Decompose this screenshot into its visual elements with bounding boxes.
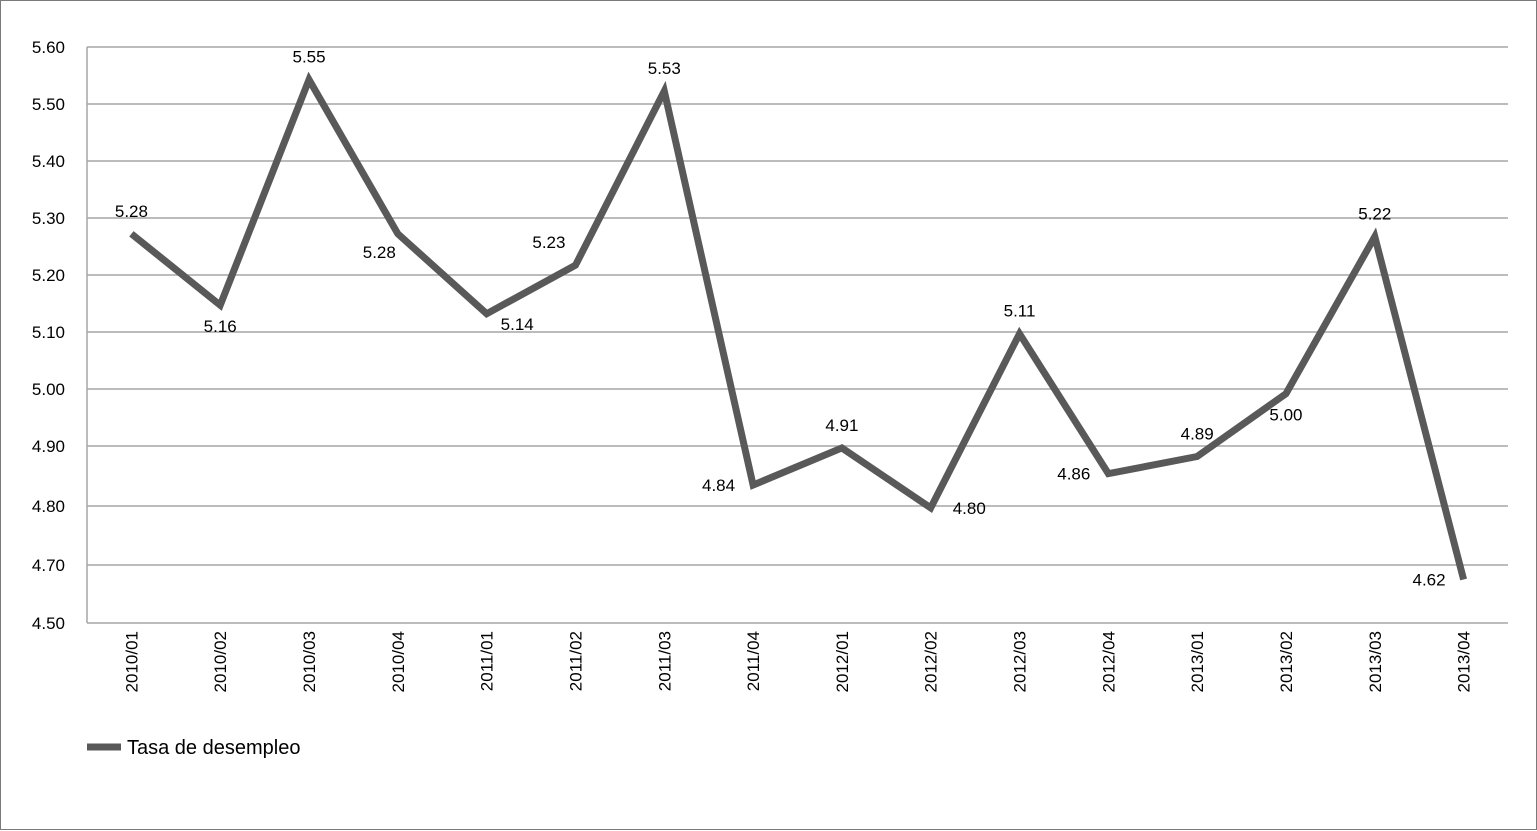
y-axis-ticks: 5.60 5.50 5.40 5.30 5.20 5.10 5.00 4.90 4.80 4.70…	[32, 38, 65, 633]
x-tick-label: 2013/02	[1277, 631, 1296, 692]
y-tick-label: 5.30	[32, 209, 65, 228]
x-tick-label: 2013/03	[1366, 631, 1385, 692]
x-tick-label: 2012/03	[1011, 631, 1030, 692]
y-tick-label: 5.00	[32, 380, 65, 399]
y-tick-label: 5.40	[32, 152, 65, 171]
series-layer	[131, 80, 1463, 580]
legend: Tasa de desempleo	[87, 737, 300, 759]
data-label: 5.28	[115, 202, 148, 221]
x-tick-label: 2013/04	[1455, 631, 1474, 692]
data-label: 5.11	[1004, 302, 1036, 321]
x-tick-label: 2010/04	[389, 631, 408, 692]
x-tick-label: 2013/01	[1188, 631, 1207, 692]
data-label: 5.55	[292, 48, 325, 67]
data-label: 5.14	[501, 315, 534, 334]
y-tick-label: 4.70	[32, 556, 65, 575]
y-tick-label: 5.50	[32, 95, 65, 114]
x-tick-label: 2010/01	[122, 631, 141, 692]
x-axis-ticks: 2010/01 2010/02 2010/03 2010/04 2011/01 2011/…	[122, 631, 1473, 692]
y-tick-label: 4.50	[32, 614, 65, 633]
data-labels: 5.28 5.16 5.55 5.28 5.14 5.23 5.53 4.84 4.91 4.80…	[115, 48, 1446, 590]
y-tick-label: 4.90	[32, 437, 65, 456]
data-label: 4.91	[825, 416, 858, 435]
series-line-tasa-de-desempleo	[131, 80, 1463, 580]
x-tick-label: 2011/02	[566, 631, 585, 691]
data-label: 4.62	[1413, 571, 1446, 590]
data-label: 5.16	[204, 317, 237, 336]
data-label: 4.89	[1181, 425, 1214, 444]
data-label: 4.84	[702, 476, 735, 495]
data-label: 5.00	[1269, 406, 1302, 425]
data-label: 5.23	[532, 233, 565, 252]
data-label: 5.22	[1358, 205, 1391, 224]
x-tick-label: 2010/03	[300, 631, 319, 692]
x-tick-label: 2012/02	[922, 631, 941, 692]
x-tick-label: 2011/04	[744, 631, 763, 691]
y-tick-label: 4.80	[32, 497, 65, 516]
x-tick-label: 2012/01	[833, 631, 852, 692]
x-tick-label: 2011/03	[655, 631, 674, 691]
data-label: 4.86	[1057, 465, 1090, 484]
gridlines	[87, 47, 1508, 623]
y-tick-label: 5.20	[32, 266, 65, 285]
data-label: 4.80	[953, 499, 986, 518]
x-tick-label: 2011/01	[478, 631, 497, 691]
legend-label: Tasa de desempleo	[127, 737, 300, 759]
x-tick-label: 2012/04	[1099, 631, 1118, 692]
data-label: 5.53	[648, 59, 681, 78]
x-tick-label: 2010/02	[211, 631, 230, 692]
y-tick-label: 5.60	[32, 38, 65, 57]
y-tick-label: 5.10	[32, 323, 65, 342]
data-label: 5.28	[363, 243, 396, 262]
